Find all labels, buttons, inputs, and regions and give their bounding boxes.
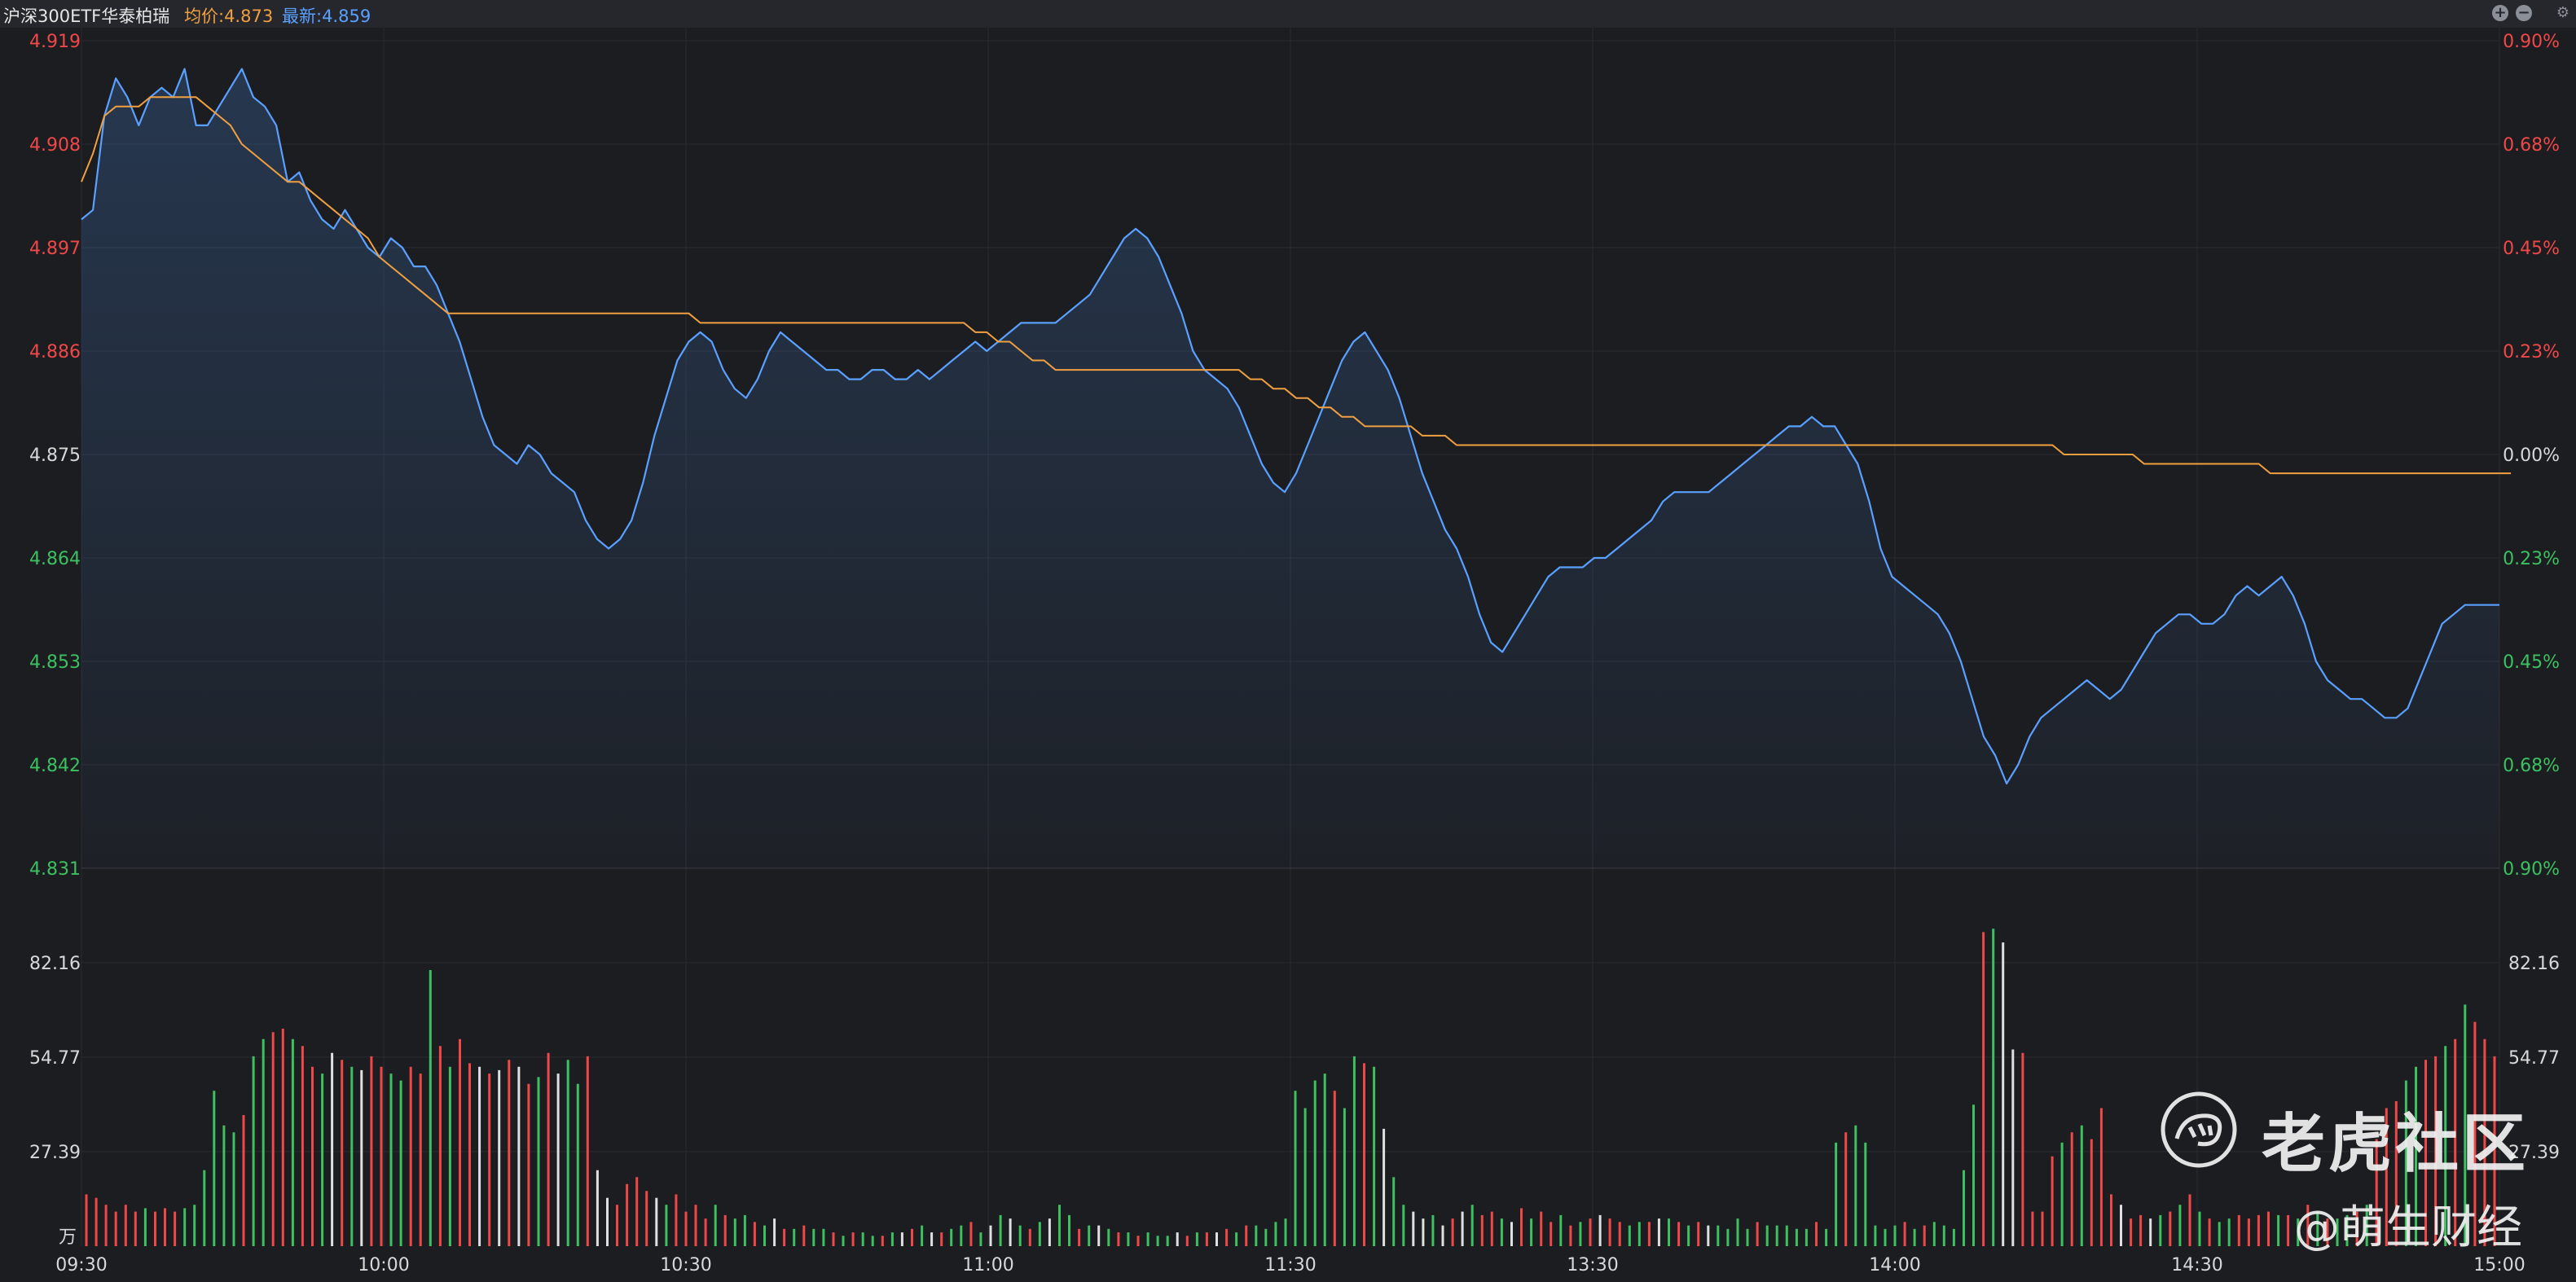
time-x-tick: 10:30 (660, 1255, 711, 1275)
price-y-tick-left: 4.908 (29, 135, 81, 156)
price-y-tick-left: 4.831 (29, 859, 81, 880)
price-y-tick-right: 0.90% (2503, 32, 2560, 52)
time-x-tick: 14:00 (1869, 1255, 1920, 1275)
price-y-tick-right: 0.68% (2503, 756, 2560, 776)
price-y-tick-left: 4.842 (29, 756, 81, 776)
average-price-label: 均价:4.873 (184, 7, 274, 26)
time-x-tick: 11:30 (1264, 1255, 1316, 1275)
price-line (81, 68, 2499, 785)
price-y-tick-right: 0.45% (2503, 239, 2560, 259)
price-y-tick-left: 4.853 (29, 652, 81, 673)
price-y-tick-right: 0.90% (2503, 859, 2560, 880)
price-y-tick-right: 0.68% (2503, 135, 2560, 156)
time-x-tick: 15:00 (2473, 1255, 2525, 1275)
time-x-tick: 10:00 (358, 1255, 409, 1275)
volume-unit-label: 万 (59, 1227, 77, 1248)
price-y-tick-left: 4.875 (29, 446, 81, 466)
price-y-tick-left: 4.897 (29, 239, 81, 259)
volume-y-tick-left: 54.77 (29, 1048, 81, 1069)
price-y-tick-right: 0.00% (2503, 446, 2560, 466)
plus-icon[interactable]: + (2492, 5, 2508, 21)
chart-header-bar: 沪深300ETF华泰柏瑞 均价:4.873 最新:4.859 + − ⚙ (0, 0, 2576, 28)
average-price-line (81, 96, 2512, 475)
latest-price-label: 最新:4.859 (282, 7, 371, 26)
price-area-fill (81, 68, 2499, 869)
price-y-tick-left: 4.919 (29, 32, 81, 52)
time-x-tick: 13:30 (1567, 1255, 1618, 1275)
tiger-logo-icon (2159, 1090, 2239, 1170)
volume-y-tick-left: 27.39 (29, 1143, 81, 1163)
watermark-brand: 老虎社区 (2262, 1108, 2530, 1181)
minus-icon[interactable]: − (2516, 5, 2532, 21)
watermark-author: @萌生财经 (2294, 1201, 2522, 1254)
volume-y-tick-right: 82.16 (2508, 954, 2560, 974)
price-y-tick-right: 0.23% (2503, 342, 2560, 362)
volume-y-tick-left: 82.16 (29, 954, 81, 974)
security-title: 沪深300ETF华泰柏瑞 (3, 7, 170, 26)
time-x-tick: 09:30 (55, 1255, 107, 1275)
volume-y-tick-right: 27.39 (2508, 1143, 2560, 1163)
price-y-tick-right: 0.45% (2503, 652, 2560, 673)
time-x-tick: 14:30 (2171, 1255, 2222, 1275)
volume-y-tick-right: 54.77 (2508, 1048, 2560, 1069)
price-y-tick-right: 0.23% (2503, 549, 2560, 569)
price-y-tick-left: 4.864 (29, 549, 81, 569)
time-x-tick: 11:00 (962, 1255, 1013, 1275)
gear-icon[interactable]: ⚙ (2556, 4, 2570, 21)
price-y-tick-left: 4.886 (29, 342, 81, 362)
